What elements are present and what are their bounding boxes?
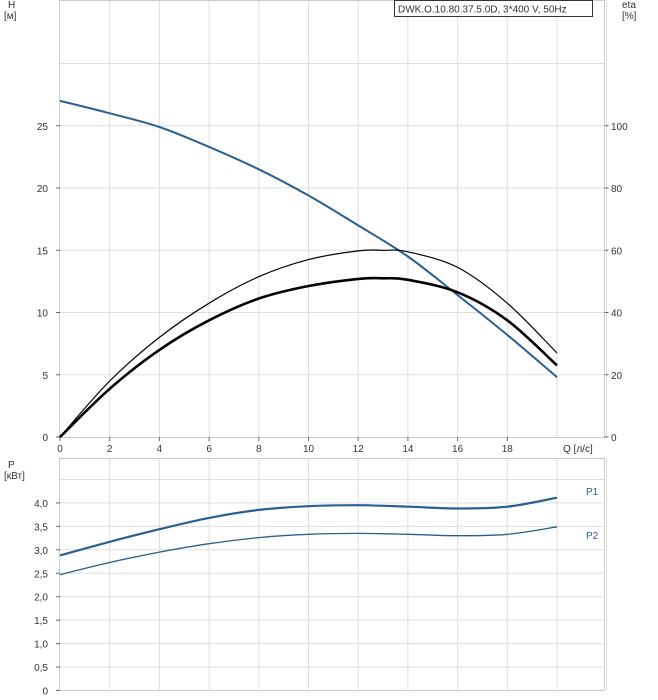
top-x-tick-label: 0 xyxy=(57,444,63,455)
bottom-ticks: 0 0,5 1,0 1,5 2,0 2,5 3,0 3,5 4,0 xyxy=(34,499,60,698)
power-legend-p2: P2 xyxy=(586,531,599,542)
top-plot-area xyxy=(59,0,605,438)
top-y-tick-label-left: 25 xyxy=(37,122,49,133)
bottom-y-tick-label: 0,5 xyxy=(34,663,48,674)
top-ticks: 0 2 4 6 8 10 12 14 16 18 0 5 10 15 20 25 0 20 40 60 80 100 xyxy=(37,122,628,455)
efficiency-curve-thick xyxy=(59,276,558,438)
bottom-grid xyxy=(60,458,608,691)
top-y-tick-label-right: 40 xyxy=(611,309,623,320)
top-ylabel-left-line1: H [м] xyxy=(4,0,17,22)
top-y-tick-label-left: 20 xyxy=(37,184,49,195)
top-y-tick-label-right: 0 xyxy=(611,433,617,444)
top-x-tick-label: 2 xyxy=(107,444,113,455)
top-y-tick-label-left: 15 xyxy=(37,246,49,257)
efficiency-curve-thin xyxy=(59,249,558,438)
top-x-tick-label: 4 xyxy=(157,444,163,455)
x-axis-label: Q [л/с] xyxy=(563,444,593,455)
top-x-tick-label: 12 xyxy=(353,444,365,455)
bottom-y-tick-label: 1,5 xyxy=(34,616,48,627)
top-y-tick-label-right: 20 xyxy=(611,371,623,382)
power-curve-p2 xyxy=(59,526,558,576)
top-y-tick-label-left: 10 xyxy=(37,309,49,320)
top-y-tick-label-left: 5 xyxy=(42,371,48,382)
bottom-ylabel-line2: [кВт] xyxy=(4,471,25,482)
bottom-y-tick-label: 4,0 xyxy=(34,499,48,510)
top-y-tick-label-right: 80 xyxy=(611,184,623,195)
top-y-tick-label-right: 100 xyxy=(611,122,628,133)
bottom-y-tick-label: 3,0 xyxy=(34,546,48,557)
bottom-y-tick-label: 2,5 xyxy=(34,569,48,580)
chart-title: DWK.O.10.80.37.5.0D, 3*400 V, 50Hz xyxy=(398,5,567,16)
top-x-tick-label: 18 xyxy=(502,444,514,455)
top-y-tick-label-left: 0 xyxy=(42,433,48,444)
bottom-ylabel-line1: P xyxy=(8,460,15,471)
bottom-y-tick-label: 1,0 xyxy=(34,640,48,651)
bottom-y-tick-label: 3,5 xyxy=(34,522,48,533)
top-x-tick-label: 8 xyxy=(256,444,262,455)
top-x-tick-label: 16 xyxy=(452,444,464,455)
bottom-plot-area xyxy=(59,458,605,691)
top-y-tick-label-right: 60 xyxy=(611,246,623,257)
top-x-tick-label: 14 xyxy=(402,444,414,455)
power-curve-p1 xyxy=(59,496,558,557)
bottom-y-tick-label: 2,0 xyxy=(34,593,48,604)
top-ylabel-right: eta [%] xyxy=(622,0,637,22)
top-grid xyxy=(60,0,608,437)
bottom-curves: P1 P2 xyxy=(59,487,599,576)
head-curve xyxy=(59,99,558,378)
title-box xyxy=(394,0,593,17)
top-x-tick-label: 6 xyxy=(206,444,212,455)
top-x-tick-label: 10 xyxy=(303,444,315,455)
power-legend-p1: P1 xyxy=(586,487,599,498)
bottom-y-tick-label: 0 xyxy=(42,687,48,698)
top-curves xyxy=(59,99,558,438)
